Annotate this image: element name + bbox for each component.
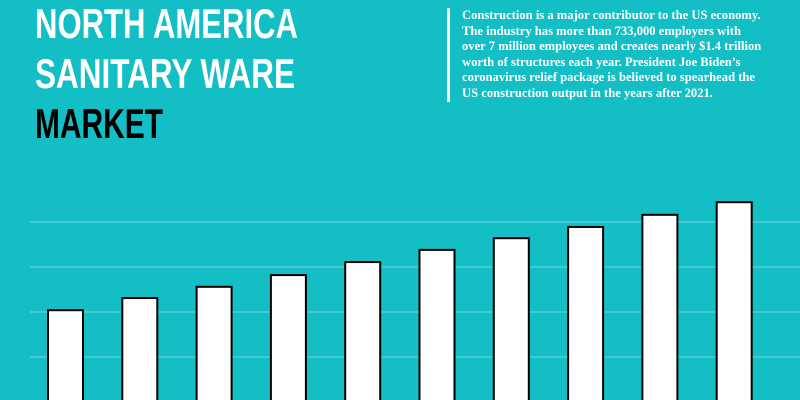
bar — [344, 261, 382, 400]
bar — [418, 248, 456, 400]
bar — [121, 297, 159, 400]
description: Construction is a major contributor to t… — [447, 8, 762, 102]
bar — [567, 225, 605, 400]
bar — [47, 309, 84, 400]
title-line: MARKET — [35, 100, 163, 147]
bar — [195, 285, 233, 400]
bar — [492, 237, 530, 400]
bar — [641, 213, 679, 400]
bar — [269, 274, 307, 400]
title-line: SANITARY WARE — [35, 50, 295, 97]
title-line: NORTH AMERICA — [35, 0, 298, 47]
bar — [715, 201, 753, 400]
